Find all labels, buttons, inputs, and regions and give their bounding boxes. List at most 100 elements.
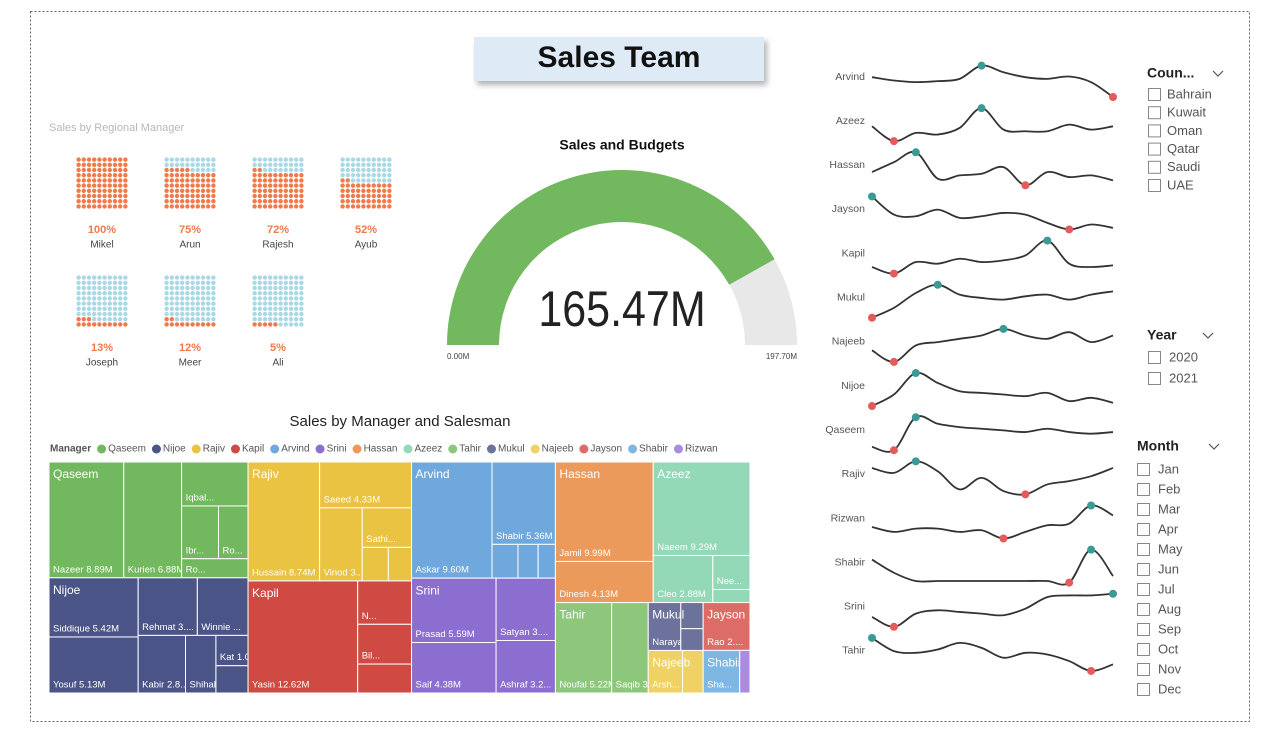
slicer-item[interactable]: Nov [1158, 661, 1182, 676]
slicer-checkbox[interactable] [1137, 603, 1150, 616]
slicer-checkbox[interactable] [1137, 643, 1150, 656]
cell-label: Askar 9.60M [416, 565, 469, 576]
series-name: Tahir [842, 645, 865, 657]
sparkline [871, 283, 1114, 319]
waffle-fill [76, 157, 128, 209]
slicer-item[interactable]: May [1158, 541, 1183, 556]
slicer-dropdown[interactable] [1208, 443, 1220, 450]
slicer-checkbox[interactable] [1137, 583, 1150, 596]
category-label: Mikel [90, 240, 113, 251]
treemap-cell [517, 543, 539, 579]
cell-label: Shihab... [190, 680, 228, 691]
slicer-item[interactable]: Jul [1158, 581, 1175, 596]
cell-label: Yasin 12.62M [252, 680, 309, 691]
slicer-item[interactable]: Mar [1158, 501, 1181, 516]
low-marker [1065, 578, 1074, 587]
series-name: Arvind [835, 71, 865, 83]
waffle-background [252, 275, 304, 327]
treemap-cell [137, 634, 187, 694]
cell-label: Kabir 2.8... [142, 680, 188, 691]
high-marker [868, 633, 876, 642]
slicer-item[interactable]: Oct [1158, 641, 1179, 656]
slicer-checkbox[interactable] [1137, 523, 1150, 536]
slicer-dropdown[interactable] [1212, 70, 1224, 77]
cell-label: Saeed 4.33M [324, 494, 381, 505]
legend-label: Srini [327, 444, 347, 455]
cell-label: Cleo 2.88M [657, 589, 706, 600]
cell-label: Satyan 3.... [500, 627, 548, 638]
slicer-item[interactable]: Sep [1158, 621, 1181, 636]
slicer-item[interactable]: Jun [1158, 561, 1179, 576]
slicer-dropdown[interactable] [1202, 332, 1214, 339]
low-marker [1065, 225, 1074, 234]
treemap-cell [411, 577, 497, 644]
slicer-item[interactable]: 2021 [1169, 370, 1198, 385]
slicer-checkbox[interactable] [1137, 623, 1150, 636]
slicer-title: Month [1137, 438, 1179, 454]
slicer-item[interactable]: Oman [1167, 123, 1202, 138]
treemap-cell [411, 642, 497, 694]
legend-label: Arvind [281, 444, 309, 455]
manager-label: Mukul [652, 608, 684, 622]
slicer-item[interactable]: UAE [1167, 177, 1194, 192]
chart-title: Sales by Manager and Salesman [290, 413, 511, 430]
slicer-item[interactable]: Apr [1158, 521, 1179, 536]
manager-label: Azeez [657, 467, 690, 481]
slicer-item[interactable]: Aug [1158, 601, 1181, 616]
slicer-checkbox[interactable] [1137, 543, 1150, 556]
slicer-checkbox[interactable] [1137, 663, 1150, 676]
treemap-cell [185, 634, 217, 694]
low-marker [868, 313, 876, 322]
legend-label: Nijoe [163, 444, 186, 455]
gauge-tick-label: 197.70M [766, 352, 797, 361]
series-name: Kapil [842, 247, 865, 259]
low-marker [889, 269, 898, 278]
legend-label: Azeez [414, 444, 442, 455]
cell-label: Hussain 8.74M [252, 567, 315, 578]
slicer-checkbox[interactable] [1148, 106, 1161, 120]
legend-marker [315, 444, 325, 454]
cell-label: Ashraf 3.2... [500, 680, 551, 691]
slicer-checkbox[interactable] [1148, 88, 1161, 101]
slicer-checkbox[interactable] [1148, 351, 1161, 364]
slicer-item[interactable]: Jan [1158, 461, 1179, 476]
slicer-checkbox[interactable] [1148, 372, 1161, 385]
slicer-item[interactable]: Dec [1158, 681, 1182, 696]
series-name: Hassan [829, 159, 865, 171]
sparkline [871, 150, 1114, 187]
slicer-checkbox[interactable] [1137, 503, 1150, 516]
manager-label: Shabir [707, 656, 742, 670]
slicer-checkbox[interactable] [1137, 463, 1150, 476]
slicer-checkbox[interactable] [1137, 563, 1150, 576]
slicer-item[interactable]: Kuwait [1167, 105, 1206, 120]
category-label: Ali [272, 358, 283, 369]
slicer-checkbox[interactable] [1137, 483, 1150, 496]
slicer-checkbox[interactable] [1137, 683, 1150, 696]
treemap-cell [702, 649, 741, 694]
treemap-cell [554, 602, 613, 694]
slicer-title: Year [1147, 327, 1177, 343]
slicer-item[interactable]: 2020 [1169, 349, 1198, 364]
slicer-item[interactable]: Feb [1158, 481, 1180, 496]
slicer-checkbox[interactable] [1148, 179, 1161, 192]
cell-label: Kurien 6.88M [128, 564, 185, 575]
treemap-cell [712, 588, 751, 604]
gauge-tick-label: 0.00M [447, 352, 470, 361]
cell-label: Prasad 5.59M [416, 629, 475, 640]
slicer-checkbox[interactable] [1148, 160, 1161, 174]
treemap-cell [652, 554, 714, 604]
slicer-checkbox[interactable] [1148, 124, 1161, 138]
high-marker [1087, 501, 1096, 510]
high-marker [977, 104, 986, 113]
cell-label: Jamil 9.99M [559, 548, 610, 559]
value-label: 100% [88, 224, 116, 236]
slicer-checkbox[interactable] [1148, 142, 1161, 156]
value-label: 12% [179, 342, 201, 354]
cell-label: Bil... [362, 651, 380, 662]
slicer-item[interactable]: Bahrain [1167, 86, 1212, 101]
treemap-cell [387, 546, 413, 582]
slicer-item[interactable]: Saudi [1167, 159, 1200, 174]
slicer-item[interactable]: Qatar [1167, 141, 1200, 156]
series-name: Azeez [836, 115, 865, 127]
cell-label: Ibr... [186, 545, 204, 556]
